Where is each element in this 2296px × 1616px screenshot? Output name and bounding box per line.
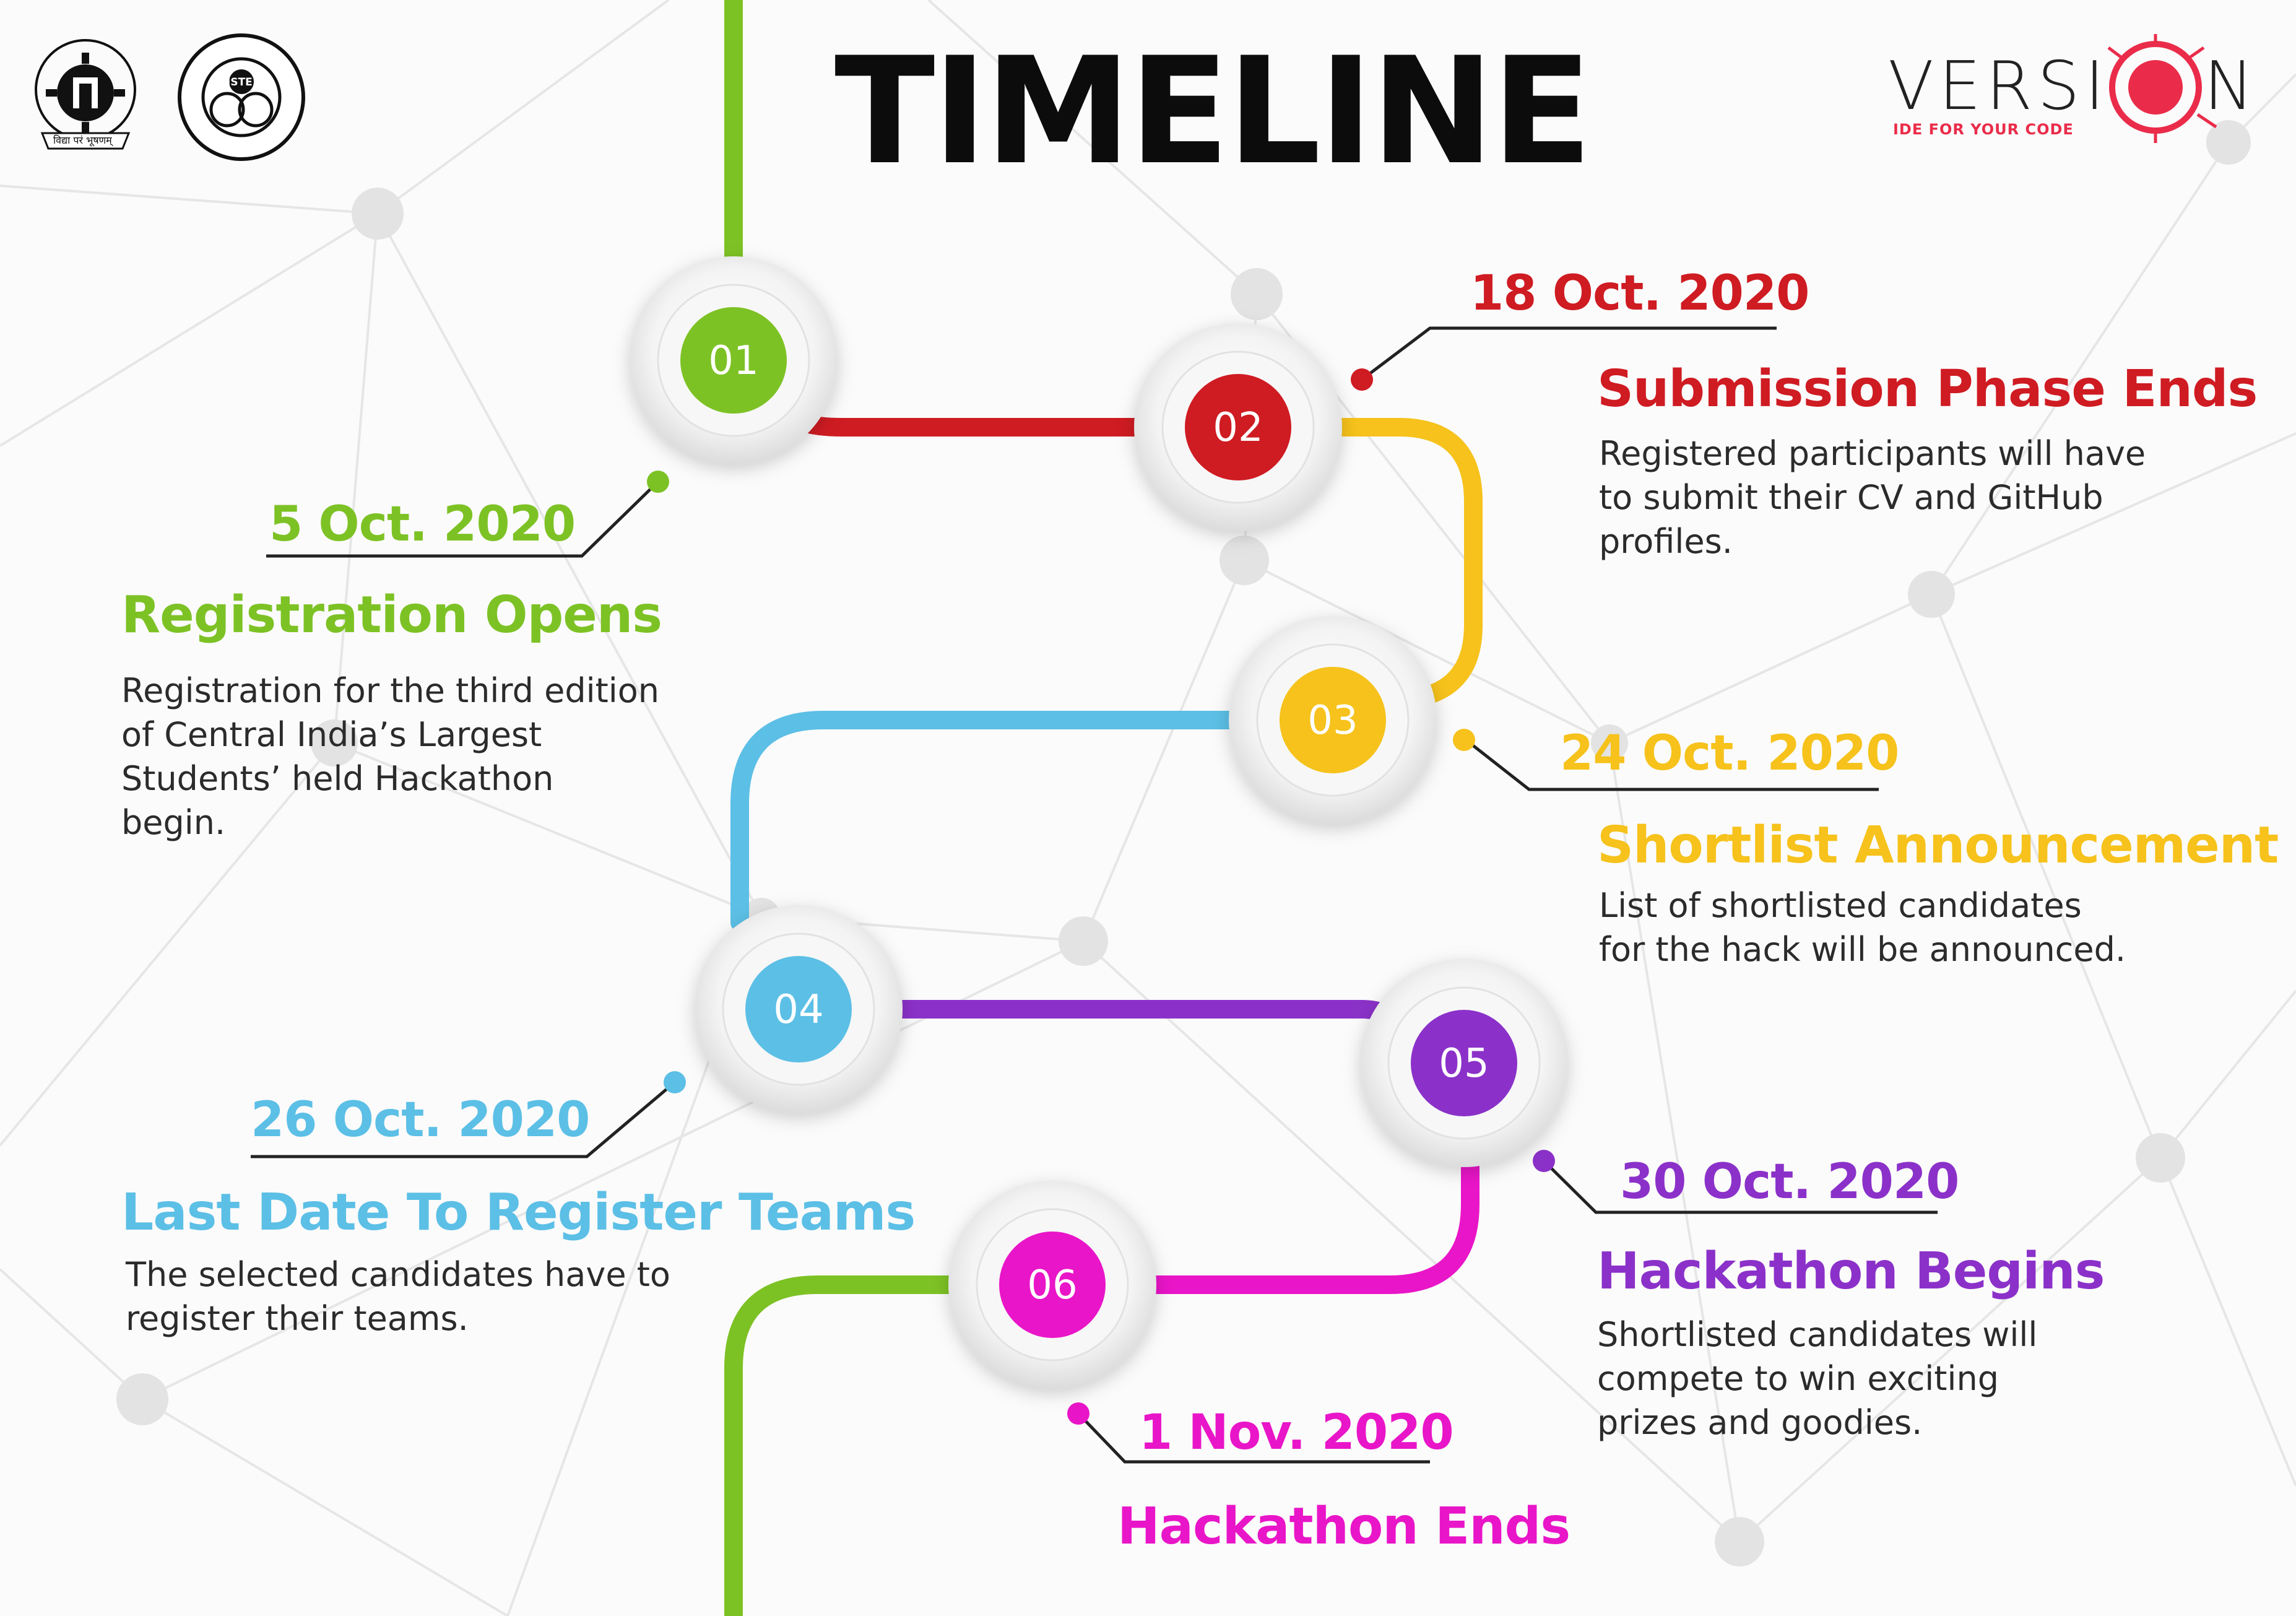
event-3-heading: Shortlist Announcement [1597,816,2279,875]
node-number: 01 [708,338,758,384]
event-6-heading: Hackathon Ends [1117,1497,1570,1556]
leader-lines [251,326,1938,1464]
event-6-date: 1 Nov. 2020 [1139,1405,1454,1461]
timeline-node-01: 01 [630,256,838,464]
timeline-node-03: 03 [1229,616,1437,824]
institute-emblem-logo: विद्या परं भूषणम् [30,34,141,164]
version-logo-mark-icon [2107,34,2217,143]
iste-center-text: ISTE [227,76,253,89]
event-5-heading: Hackathon Begins [1597,1242,2105,1301]
event-2-heading: Submission Phase Ends [1597,360,2258,419]
event-3-date: 24 Oct. 2020 [1560,726,1899,781]
node-number: 05 [1439,1041,1489,1087]
version-word-left: VERSI [1888,48,2110,125]
event-1-heading: Registration Opens [121,586,662,645]
version-logo: VERSI N IDE FOR YOUR CODE [1888,34,2259,146]
node-core [745,956,852,1062]
version-tagline: IDE FOR YOUR CODE [1893,121,2074,138]
event-1-description: Registration for the third edition of Ce… [121,671,660,842]
node-number: 03 [1307,698,1358,744]
page-title: TIMELINE [834,26,1592,198]
event-5-date: 30 Oct. 2020 [1620,1154,1959,1210]
iste-logo: ISTE INDIAN SOCIETY FOR TECHNICAL EDUCAT… [176,32,306,162]
node-number: 06 [1027,1262,1077,1308]
node-core [680,307,787,414]
node-core [1411,1010,1517,1116]
event-5-description: Shortlisted candidates will compete to w… [1597,1315,2038,1442]
event-2-date: 18 Oct. 2020 [1470,266,1809,321]
emblem-caption: विद्या परं भूषणम् [53,134,112,146]
event-2-description: Registered participants will have to sub… [1599,434,2146,561]
node-number: 02 [1213,405,1263,451]
node-core [1185,374,1291,480]
timeline-node-04: 04 [695,905,903,1113]
timeline-node-06: 06 [948,1181,1156,1389]
event-4-date: 26 Oct. 2020 [251,1092,590,1148]
timeline-node-05: 05 [1360,959,1568,1167]
node-number: 04 [773,987,823,1033]
timeline-nodes: 01 02 03 04 05 06 [630,256,1568,1389]
timeline-node-02: 02 [1134,323,1342,531]
version-word-right: N [2204,48,2254,125]
event-4-description: The selected candidates have to register… [126,1255,670,1338]
event-3-description: List of shortlisted candidates for the h… [1599,886,2126,969]
node-core [999,1232,1106,1338]
node-core [1280,667,1386,773]
event-4-heading: Last Date To Register Teams [121,1183,916,1242]
event-1-date: 5 Oct. 2020 [269,497,576,552]
iste-emblem-icon [178,33,305,161]
institute-emblem-icon [35,39,136,150]
